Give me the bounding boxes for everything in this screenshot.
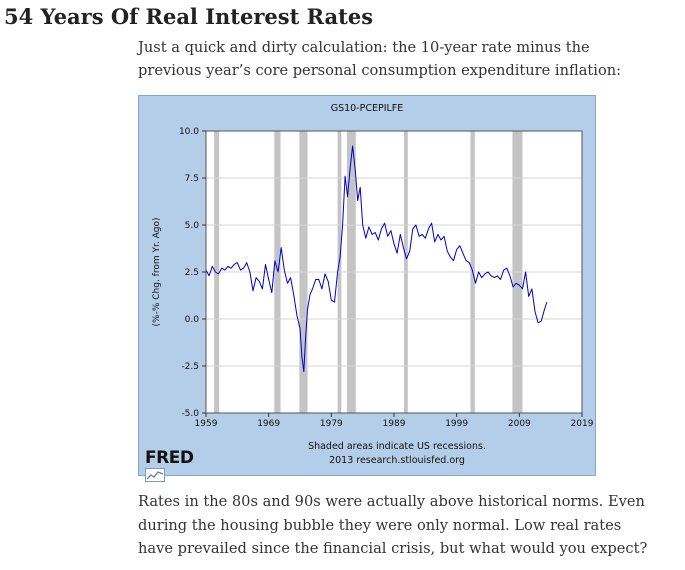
outro-line: during the housing bubble they were only…	[138, 516, 622, 534]
y-tick-label: 10.0	[179, 127, 199, 137]
y-tick-label: 0.0	[185, 315, 200, 325]
chart-svg: 1959 1969 1979 1989 1999 2009 2019 -5.0 -2.5 0.0…	[152, 103, 594, 466]
y-axis-label: (%-% Chg. from Yr. Ago)	[152, 218, 162, 327]
fred-graph-icon	[145, 468, 165, 482]
outro-line: Rates in the 80s and 90s were actually a…	[138, 493, 645, 510]
x-axis: 1959 1969 1979 1989 1999 2009 2019	[195, 413, 594, 429]
y-tick-label: 5.0	[185, 221, 200, 231]
y-axis: -5.0 -2.5 0.0 2.5 5.0 7.5 10.0	[179, 127, 206, 419]
fred-logo: FRED	[145, 448, 194, 482]
intro-line: previous year’s core personal consumptio…	[138, 62, 622, 79]
series-line	[205, 145, 548, 373]
y-tick-label: 7.5	[185, 174, 199, 184]
y-tick-label: -2.5	[181, 362, 199, 372]
fred-chart: 1959 1969 1979 1989 1999 2009 2019 -5.0 -2.5 0.0…	[138, 95, 596, 482]
intro-paragraph: Just a quick and dirty calculation: the …	[138, 36, 678, 82]
x-tick-label: 1979	[320, 419, 343, 429]
intro-line: Just a quick and dirty calculation: the …	[138, 39, 590, 56]
series-layer	[205, 145, 548, 373]
recession-note: Shaded areas indicate US recessions.	[308, 441, 486, 452]
outro-line: have prevailed since the financial crisi…	[138, 540, 648, 557]
x-tick-label: 1959	[195, 419, 218, 429]
source-note: 2013 research.stlouisfed.org	[329, 455, 465, 466]
chart-title: GS10-PCEPILFE	[331, 103, 404, 114]
outro-paragraph: Rates in the 80s and 90s were actually a…	[138, 490, 678, 561]
post-title: 54 Years Of Real Interest Rates	[4, 4, 374, 29]
x-tick-label: 2009	[508, 419, 531, 429]
x-tick-label: 1999	[445, 419, 468, 429]
y-tick-label: 2.5	[185, 268, 199, 278]
x-tick-label: 1989	[383, 419, 406, 429]
grid-lines	[206, 177, 582, 367]
fred-logo-text: FRED	[145, 448, 194, 468]
x-tick-label: 2019	[571, 419, 594, 429]
y-tick-label: -5.0	[181, 409, 199, 419]
x-tick-label: 1969	[257, 419, 280, 429]
